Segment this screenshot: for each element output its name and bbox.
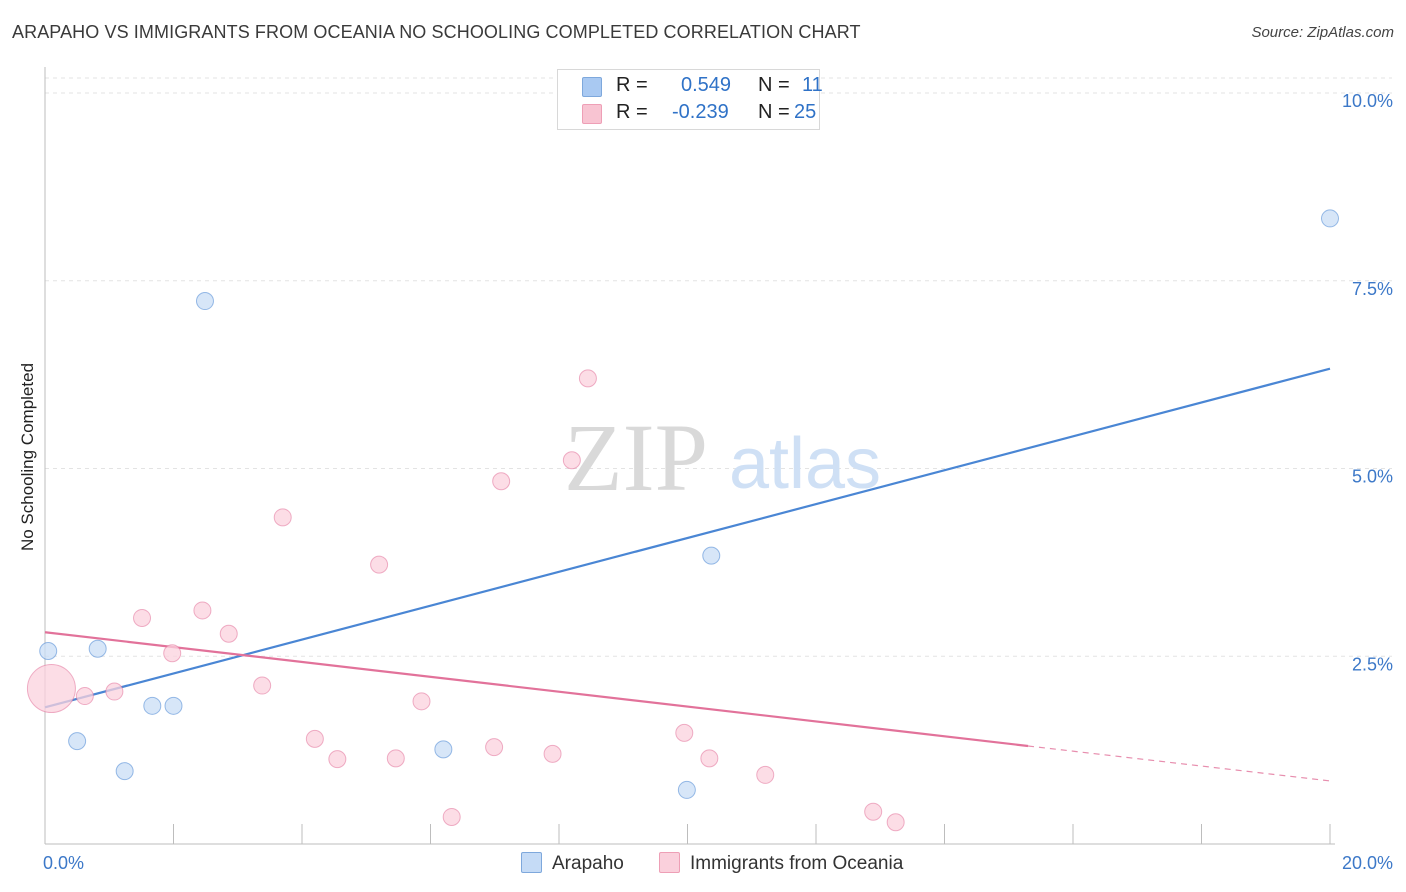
- data-point-immigrants-from-oceania: [412, 692, 431, 711]
- data-point-immigrants-from-oceania: [370, 555, 389, 574]
- legend-label-oceania: Immigrants from Oceania: [690, 853, 904, 874]
- data-point-arapaho: [702, 546, 721, 565]
- n-label: N =: [758, 74, 790, 96]
- data-point-arapaho: [115, 762, 134, 781]
- source-label: Source: ZipAtlas.com: [1251, 24, 1394, 41]
- n-value: 25: [794, 101, 817, 123]
- data-point-immigrants-from-oceania: [700, 749, 719, 768]
- data-point-immigrants-from-oceania: [163, 644, 182, 663]
- legend-item-arapaho: Arapaho: [521, 852, 624, 875]
- legend-swatch-oceania: [659, 852, 680, 873]
- y-tick-labels: 2.5% 5.0% 7.5% 10.0%: [1342, 91, 1393, 674]
- x-tick-label: 0.0%: [43, 853, 84, 873]
- data-point-immigrants-from-oceania: [485, 738, 504, 757]
- y-tick-label: 10.0%: [1342, 91, 1393, 111]
- data-point-immigrants-from-oceania: [543, 744, 562, 763]
- data-point-arapaho: [677, 780, 696, 799]
- data-point-immigrants-from-oceania: [75, 687, 94, 706]
- trend-line-immigrants-from-oceania: [44, 631, 1029, 748]
- data-point-immigrants-from-oceania: [328, 750, 347, 769]
- data-point-arapaho: [68, 732, 87, 751]
- chart-legend: Arapaho Immigrants from Oceania: [0, 852, 1406, 878]
- data-point-immigrants-from-oceania: [492, 472, 511, 491]
- chart-title: ARAPAHO VS IMMIGRANTS FROM OCEANIA NO SC…: [12, 22, 861, 42]
- data-point-arapaho: [434, 740, 453, 759]
- data-point-immigrants-from-oceania: [253, 676, 272, 695]
- data-point-immigrants-from-oceania: [386, 749, 405, 768]
- trend-line-extension: [1027, 745, 1331, 782]
- axes: [44, 67, 1335, 845]
- r-value: -0.239: [672, 101, 729, 123]
- data-point-arapaho: [164, 696, 183, 715]
- x-tick-label: 20.0%: [1342, 853, 1393, 873]
- legend-item-oceania: Immigrants from Oceania: [659, 852, 903, 875]
- r-label: R =: [616, 101, 648, 123]
- data-point-immigrants-from-oceania: [675, 723, 694, 742]
- data-point-immigrants-from-oceania: [273, 508, 292, 527]
- data-points: [26, 209, 1339, 832]
- n-value: 11: [802, 74, 823, 96]
- r-value: 0.549: [681, 74, 732, 96]
- watermark-zip: ZIP: [564, 404, 708, 511]
- data-point-immigrants-from-oceania: [756, 765, 775, 784]
- watermark-atlas: atlas: [729, 424, 881, 504]
- legend-swatch-arapaho: [521, 852, 542, 873]
- gridlines: [45, 77, 1392, 657]
- data-point-immigrants-from-oceania: [562, 451, 581, 470]
- data-point-immigrants-from-oceania: [26, 664, 76, 714]
- data-point-arapaho: [143, 696, 162, 715]
- y-tick-label: 7.5%: [1352, 279, 1393, 299]
- correlation-stats-box: R = 0.549 N = 11 R = -0.239 N = 25: [557, 69, 823, 130]
- data-point-immigrants-from-oceania: [864, 802, 883, 821]
- n-label: N =: [758, 101, 790, 123]
- trend-lines: [44, 367, 1331, 782]
- data-point-immigrants-from-oceania: [193, 601, 212, 620]
- stats-swatch-oceania: [582, 104, 602, 124]
- data-point-immigrants-from-oceania: [578, 369, 597, 388]
- data-point-immigrants-from-oceania: [442, 807, 461, 826]
- data-point-immigrants-from-oceania: [105, 682, 124, 701]
- data-point-immigrants-from-oceania: [305, 729, 324, 748]
- data-point-arapaho: [39, 641, 58, 660]
- x-tick-labels: 0.0% 20.0%: [43, 853, 1393, 873]
- data-point-arapaho: [1321, 209, 1339, 228]
- data-point-immigrants-from-oceania: [219, 624, 238, 643]
- r-label: R =: [616, 74, 648, 96]
- watermark: ZIP atlas: [564, 404, 881, 511]
- y-tick-label: 2.5%: [1352, 654, 1393, 674]
- data-point-arapaho: [88, 639, 107, 658]
- stats-swatch-arapaho: [582, 77, 602, 97]
- y-tick-label: 5.0%: [1352, 467, 1393, 487]
- data-point-immigrants-from-oceania: [133, 608, 152, 627]
- legend-label-arapaho: Arapaho: [552, 853, 624, 874]
- data-point-immigrants-from-oceania: [886, 813, 905, 832]
- data-point-arapaho: [195, 292, 214, 311]
- trend-line-arapaho: [44, 367, 1331, 709]
